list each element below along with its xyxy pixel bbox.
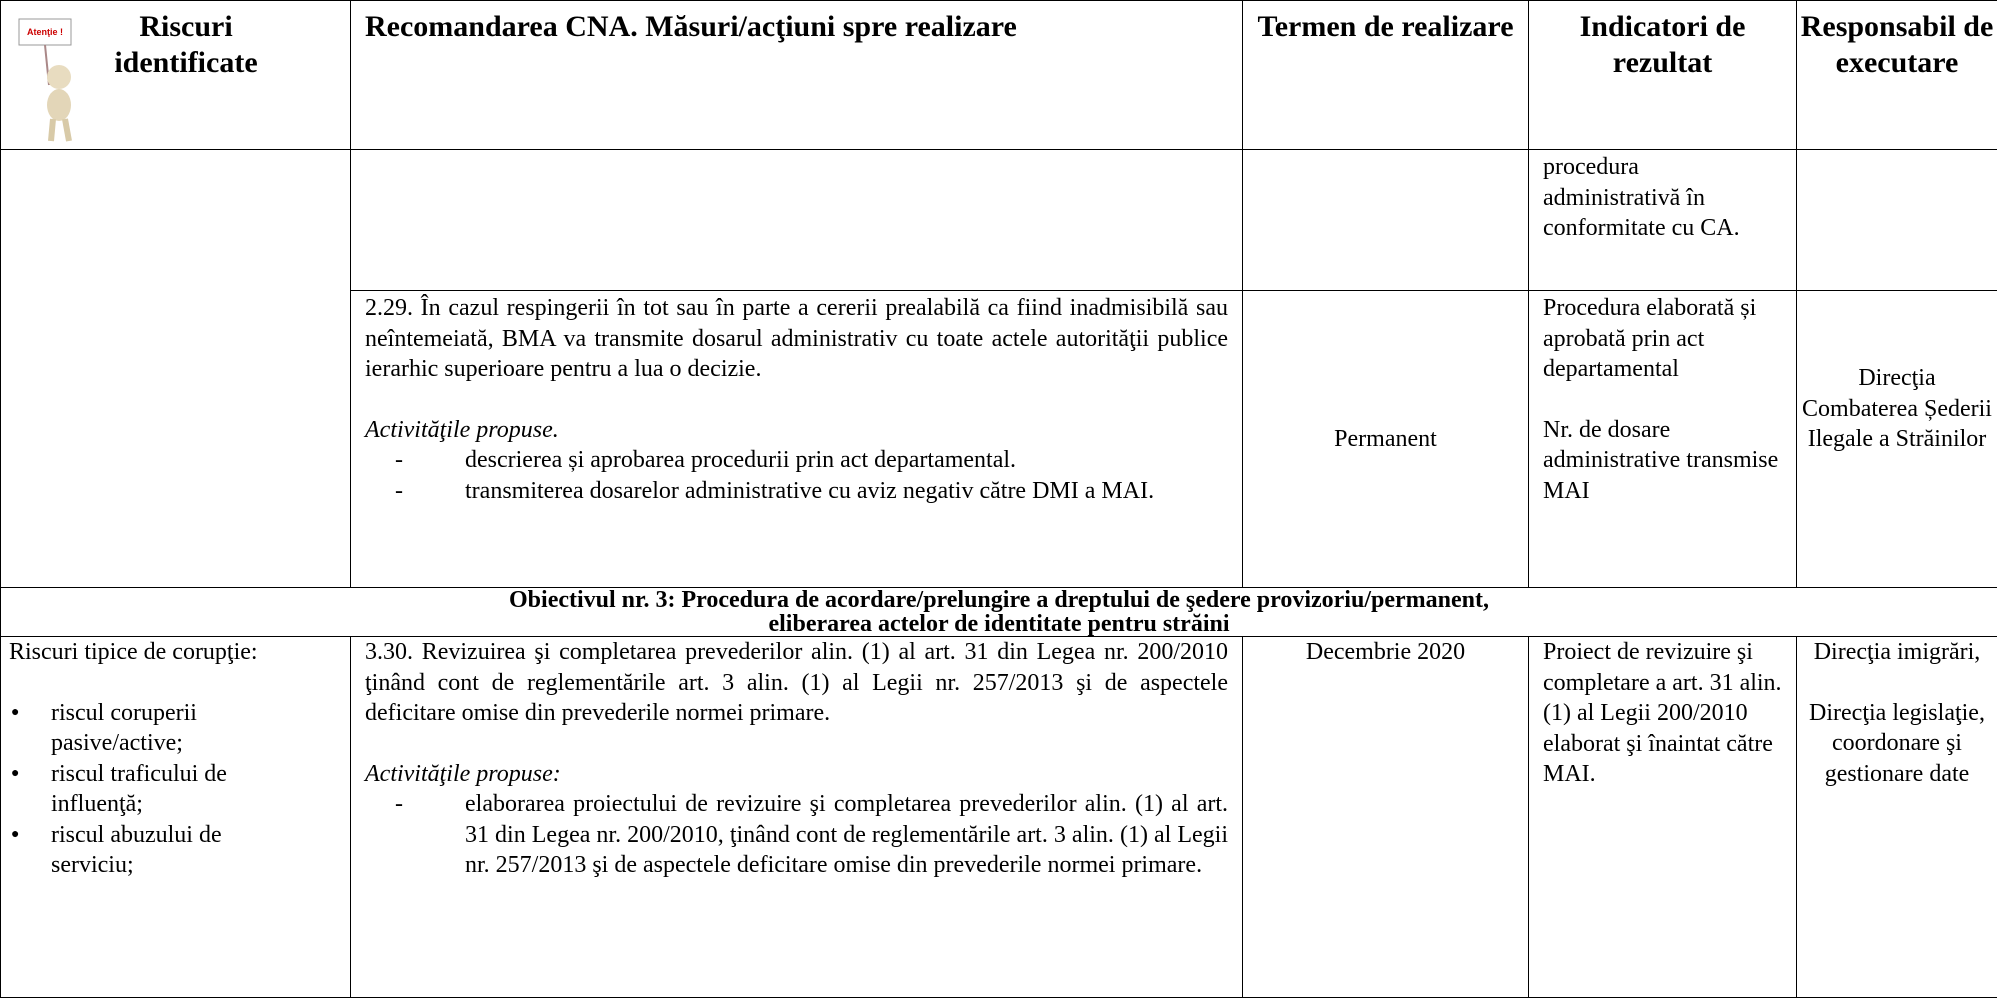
activity: transmiterea dosarelor administrative cu…	[395, 476, 1228, 507]
cell: 2.29. În cazul respingerii în tot sau în…	[351, 291, 1243, 588]
header-cell: Atenţie ! Riscuri identificate	[1, 1, 351, 150]
leg	[65, 119, 69, 141]
head	[47, 65, 71, 89]
cell	[1797, 150, 1997, 291]
activities: elaborarea proiectului de revizuire şi c…	[365, 789, 1228, 881]
header-row: Atenţie ! Riscuri identificate Recomanda…	[1, 1, 1997, 150]
indicator: Proiect de revizuire şi completare a art…	[1543, 637, 1782, 790]
activities-label: Activităţile propuse:	[365, 761, 561, 787]
cell	[351, 150, 1243, 291]
cell: 3.30. Revizuirea şi completarea preveder…	[351, 637, 1243, 998]
sign-text: Atenţie !	[27, 27, 63, 37]
cell: Proiect de revizuire şi completare a art…	[1529, 637, 1797, 998]
recommendation: 3.30. Revizuirea şi completarea preveder…	[365, 637, 1228, 729]
cell: procedura administrativă în conformitate…	[1529, 150, 1797, 291]
column-header: Recomandarea CNA. Măsuri/acţiuni spre re…	[351, 1, 1243, 150]
recommendation: 2.29. În cazul respingerii în tot sau în…	[365, 293, 1228, 385]
risk: riscul traficului de influenţă;	[9, 759, 342, 820]
column-header: Riscuri identificate	[91, 9, 281, 81]
objective-row: Obiectivul nr. 3: Procedura de acordare/…	[1, 588, 1997, 637]
row: Riscuri tipice de corupţie: riscul corup…	[1, 637, 1997, 998]
attention-icon: Atenţie !	[7, 15, 117, 145]
cell: Direcţia imigrări, Direcţia legislaţie, …	[1797, 637, 1997, 998]
leg	[51, 119, 53, 141]
indicator: procedura administrativă în conformitate…	[1543, 152, 1782, 244]
cell: Riscuri tipice de corupţie: riscul corup…	[1, 637, 351, 998]
cell	[1, 150, 351, 588]
column-header: Indicatori de rezultat	[1529, 1, 1797, 150]
body	[47, 89, 71, 121]
term: Decembrie 2020	[1243, 637, 1529, 998]
term: Permanent	[1243, 291, 1529, 588]
objective-line: Obiectivul nr. 3: Procedura de acordare/…	[15, 588, 1983, 612]
indicator: Nr. de dosare administrative transmise M…	[1543, 415, 1782, 507]
responsible: Direcţia Combaterea Șederii Ilegale a St…	[1797, 291, 1997, 588]
activities-label: Activităţile propuse.	[365, 417, 559, 443]
objective: Obiectivul nr. 3: Procedura de acordare/…	[1, 588, 1997, 637]
column-header: Termen de realizare	[1243, 1, 1529, 150]
row: procedura administrativă în conformitate…	[1, 150, 1997, 291]
activity: descrierea și aprobarea procedurii prin …	[395, 445, 1228, 476]
risks: riscul coruperii pasive/active; riscul t…	[9, 698, 342, 881]
responsible: Direcţia legislaţie, coordonare şi gesti…	[1801, 698, 1993, 790]
cell	[1243, 150, 1529, 291]
activity: elaborarea proiectului de revizuire şi c…	[395, 789, 1228, 881]
activities: descrierea și aprobarea procedurii prin …	[365, 445, 1228, 506]
objective-line: eliberarea actelor de identitate pentru …	[15, 612, 1983, 636]
risk: riscul coruperii pasive/active;	[9, 698, 342, 759]
indicator: Procedura elaborată și aprobată prin act…	[1543, 293, 1782, 385]
column-header: Responsabil de executare	[1797, 1, 1997, 150]
risk: riscul abuzului de serviciu;	[9, 820, 342, 881]
responsible: Direcţia imigrări,	[1801, 637, 1993, 668]
cell: Procedura elaborată și aprobată prin act…	[1529, 291, 1797, 588]
risks-intro: Riscuri tipice de corupţie:	[9, 637, 342, 668]
